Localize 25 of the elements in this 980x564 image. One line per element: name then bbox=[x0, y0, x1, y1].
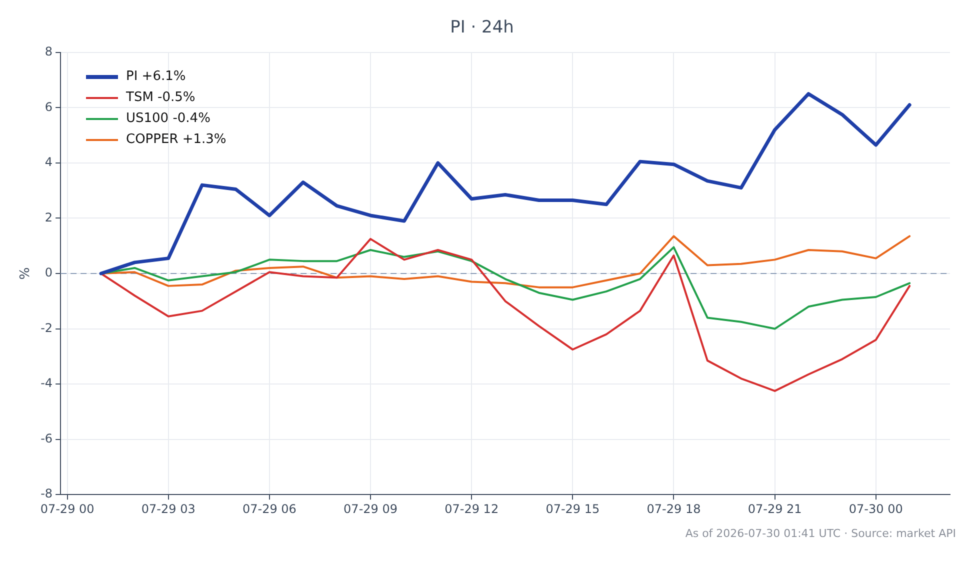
y-tick-label: 6 bbox=[44, 100, 53, 114]
x-tick-label: 07-29 00 bbox=[40, 502, 94, 516]
y-tick-label: -6 bbox=[40, 431, 53, 446]
x-tick-label: 07-29 09 bbox=[344, 502, 398, 516]
legend-label: TSM -0.5% bbox=[126, 90, 196, 105]
legend-label: PI +6.1% bbox=[126, 69, 186, 84]
y-tick-label: 4 bbox=[44, 155, 53, 170]
y-tick-label: 2 bbox=[44, 210, 53, 224]
x-tick-label: 07-29 15 bbox=[546, 502, 600, 516]
y-tick-label: 8 bbox=[44, 44, 53, 59]
y-axis-title: % bbox=[18, 267, 34, 280]
legend-label: US100 -0.4% bbox=[126, 111, 210, 126]
y-tick-label: -4 bbox=[40, 376, 53, 390]
y-tick-label: -2 bbox=[40, 320, 53, 335]
x-tick-label: 07-29 18 bbox=[646, 502, 701, 516]
x-tick-label: 07-29 12 bbox=[444, 502, 499, 516]
x-tick-label: 07-29 03 bbox=[141, 502, 196, 516]
chart-title: PI · 24h bbox=[450, 18, 514, 38]
text: As of 2026-07-30 01:41 UTC · Source: market API bbox=[685, 527, 956, 540]
y-tick-label: -8 bbox=[40, 486, 53, 501]
x-tick-label: 07-29 21 bbox=[748, 502, 802, 516]
x-tick-label: 07-30 00 bbox=[848, 502, 903, 516]
x-tick-label: 07-29 06 bbox=[242, 502, 296, 516]
legend-label: COPPER +1.3% bbox=[126, 132, 226, 147]
y-tick-label: 0 bbox=[44, 266, 53, 280]
